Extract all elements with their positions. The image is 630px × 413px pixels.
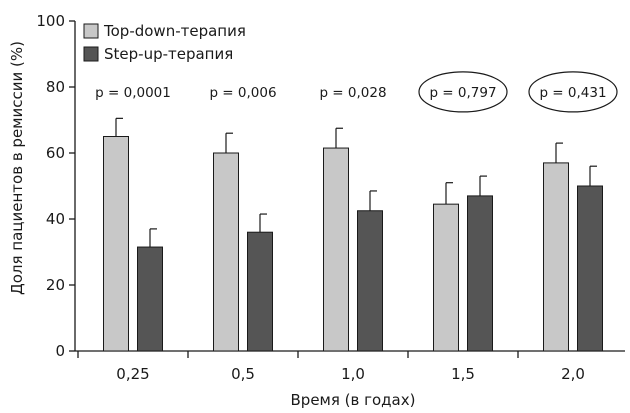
bar: [103, 136, 129, 352]
x-axis: 0,25 0,5 1,0 1,5 2,0: [75, 350, 625, 383]
bar: [467, 195, 493, 352]
y-axis-title: Доля пациентов в ремиссии (%): [8, 41, 26, 295]
y-tick-label: 80: [46, 78, 65, 96]
legend-swatch: [83, 46, 99, 62]
bar: [577, 185, 603, 352]
p-value-label: p = 0,797: [429, 85, 496, 101]
legend: Top-down-терапия Step-up-терапия: [83, 22, 246, 63]
x-tick-label: 0,25: [116, 365, 149, 383]
y-tick-label: 40: [46, 210, 65, 228]
x-tick-label: 1,5: [451, 365, 475, 383]
x-tick-label: 0,5: [231, 365, 255, 383]
x-axis-title: Время (в годах): [291, 391, 416, 409]
x-tick-label: 1,0: [341, 365, 365, 383]
p-value-annotations: p = 0,0001 p = 0,006 p = 0,028 p = 0,797 p =…: [95, 71, 618, 113]
bar: [137, 246, 163, 352]
bar: [543, 162, 569, 352]
p-value-label: p = 0,006: [209, 85, 276, 101]
y-tick-label: 100: [36, 12, 65, 30]
bars-layer: [103, 117, 603, 352]
bar: [433, 203, 459, 352]
p-value-circle: [528, 71, 618, 113]
legend-swatch: [83, 23, 99, 39]
y-tick-label: 20: [46, 276, 65, 294]
y-tick-label: 0: [55, 342, 65, 360]
p-value-circle: [418, 71, 508, 113]
legend-label: Step-up-терапия: [104, 45, 233, 63]
p-value-label: p = 0,028: [319, 85, 386, 101]
y-tick-label: 60: [46, 144, 65, 162]
bar: [247, 231, 273, 352]
p-value-label: p = 0,431: [539, 85, 606, 101]
bar: [213, 152, 239, 352]
x-tick-label: 2,0: [561, 365, 585, 383]
bar: [323, 147, 349, 352]
bar: [357, 210, 383, 352]
y-axis: 0 20 40 60 80 100: [36, 12, 76, 360]
p-value-label: p = 0,0001: [95, 85, 171, 101]
legend-label: Top-down-терапия: [103, 22, 246, 40]
